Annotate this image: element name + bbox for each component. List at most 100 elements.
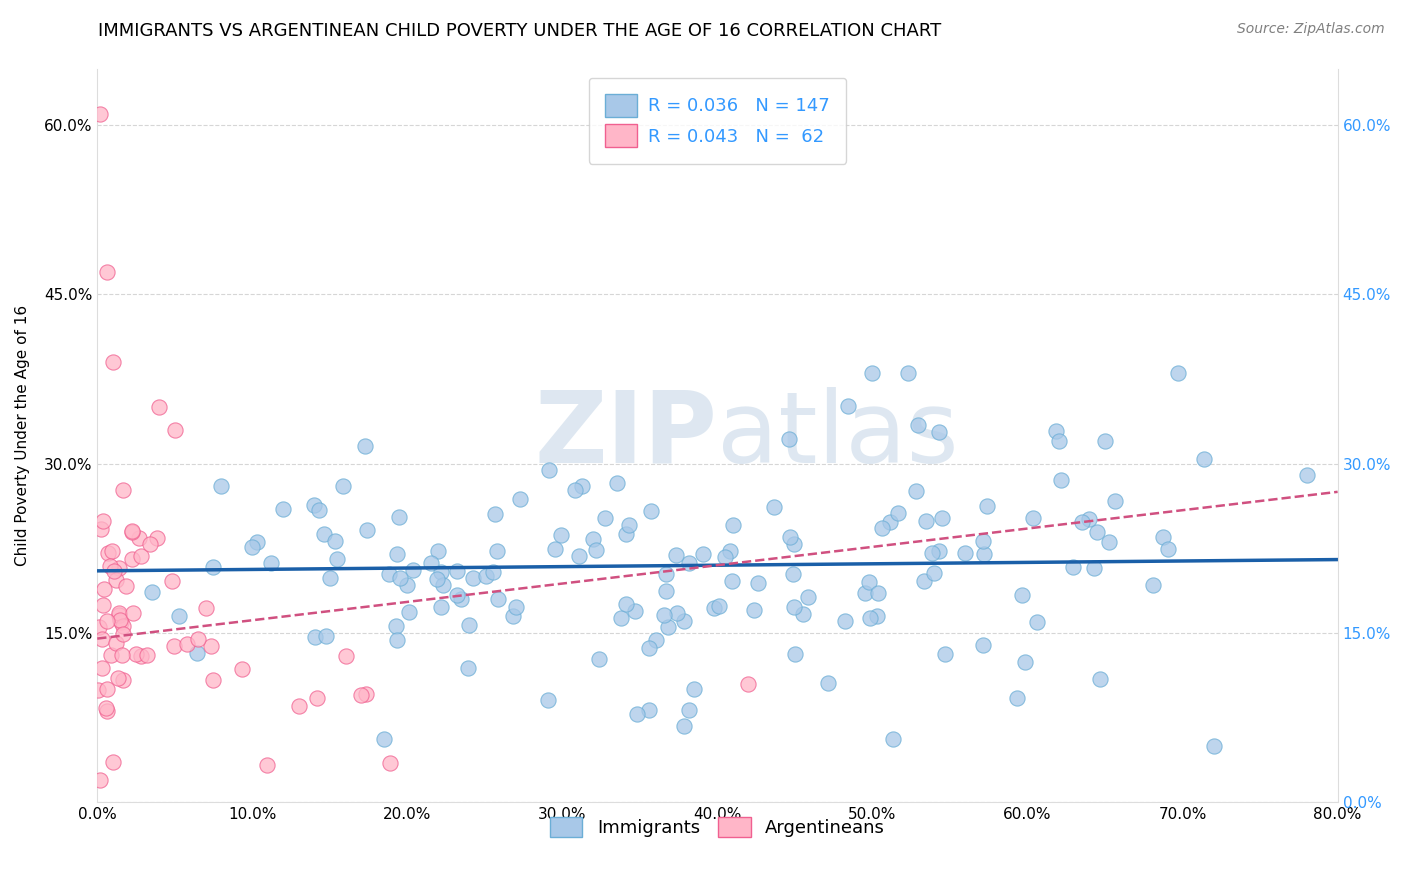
Point [665, 606, 688, 620]
Point [332, 479, 354, 493]
Point [256, 758, 278, 772]
Point [654, 607, 676, 622]
Point [385, 619, 408, 633]
Point [90, 522, 112, 536]
Point [121, 552, 143, 566]
Point [308, 502, 330, 516]
Point [89, 106, 111, 120]
Point [380, 756, 402, 771]
Point [953, 546, 976, 560]
Point [672, 615, 695, 629]
Point [1192, 451, 1215, 466]
Point [655, 566, 678, 581]
Text: IMMIGRANTS VS ARGENTINEAN CHILD POVERTY UNDER THE AGE OF 16 CORRELATION CHART: IMMIGRANTS VS ARGENTINEAN CHILD POVERTY … [98, 22, 942, 40]
Point [446, 588, 468, 602]
Point [145, 531, 167, 545]
Point [678, 556, 700, 570]
Point [482, 566, 505, 580]
Point [782, 537, 804, 551]
Point [1062, 559, 1084, 574]
Point [637, 641, 659, 656]
Point [644, 633, 666, 648]
Point [112, 483, 135, 497]
Point [91, 598, 114, 612]
Point [1202, 739, 1225, 753]
Point [335, 648, 357, 663]
Point [136, 648, 159, 662]
Point [582, 532, 605, 546]
Point [325, 534, 347, 549]
Point [200, 639, 222, 653]
Point [654, 584, 676, 599]
Point [1047, 434, 1070, 448]
Point [678, 703, 700, 717]
Point [1014, 655, 1036, 669]
Point [93, 582, 115, 597]
Legend: Immigrants, Argentineans: Immigrants, Argentineans [543, 809, 893, 845]
Point [125, 647, 148, 661]
Point [640, 504, 662, 518]
Point [585, 543, 607, 558]
Point [1005, 690, 1028, 705]
Point [568, 549, 591, 563]
Point [112, 618, 135, 632]
Point [617, 518, 640, 533]
Point [707, 599, 730, 613]
Point [148, 400, 170, 414]
Point [209, 479, 232, 493]
Point [105, 636, 128, 650]
Point [101, 355, 124, 369]
Point [626, 707, 648, 722]
Point [1167, 367, 1189, 381]
Point [1152, 530, 1174, 544]
Point [121, 524, 143, 538]
Point [1083, 561, 1105, 575]
Point [446, 564, 468, 578]
Point [461, 571, 484, 585]
Point [111, 673, 134, 687]
Point [96, 614, 118, 628]
Point [1071, 515, 1094, 529]
Point [509, 491, 531, 506]
Point [187, 632, 209, 647]
Point [593, 511, 616, 525]
Point [96, 682, 118, 697]
Point [246, 535, 269, 549]
Point [912, 574, 935, 588]
Point [108, 561, 131, 575]
Point [859, 611, 882, 625]
Point [796, 591, 818, 605]
Point [108, 613, 131, 627]
Point [450, 591, 472, 606]
Point [972, 534, 994, 549]
Point [614, 597, 637, 611]
Point [121, 524, 143, 539]
Point [485, 544, 508, 558]
Point [94, 700, 117, 714]
Point [271, 501, 294, 516]
Point [897, 367, 920, 381]
Point [373, 731, 395, 746]
Point [505, 599, 527, 614]
Point [402, 563, 425, 577]
Point [779, 530, 801, 544]
Point [972, 638, 994, 652]
Point [868, 585, 890, 599]
Point [141, 585, 163, 599]
Point [703, 601, 725, 615]
Point [879, 515, 901, 529]
Point [350, 688, 373, 702]
Point [544, 542, 567, 557]
Point [637, 703, 659, 717]
Point [240, 540, 263, 554]
Point [714, 549, 737, 564]
Point [326, 552, 349, 566]
Point [905, 484, 928, 499]
Point [419, 556, 441, 570]
Point [502, 608, 524, 623]
Point [89, 772, 111, 787]
Point [304, 630, 326, 644]
Point [783, 600, 806, 615]
Point [260, 557, 283, 571]
Point [1022, 511, 1045, 525]
